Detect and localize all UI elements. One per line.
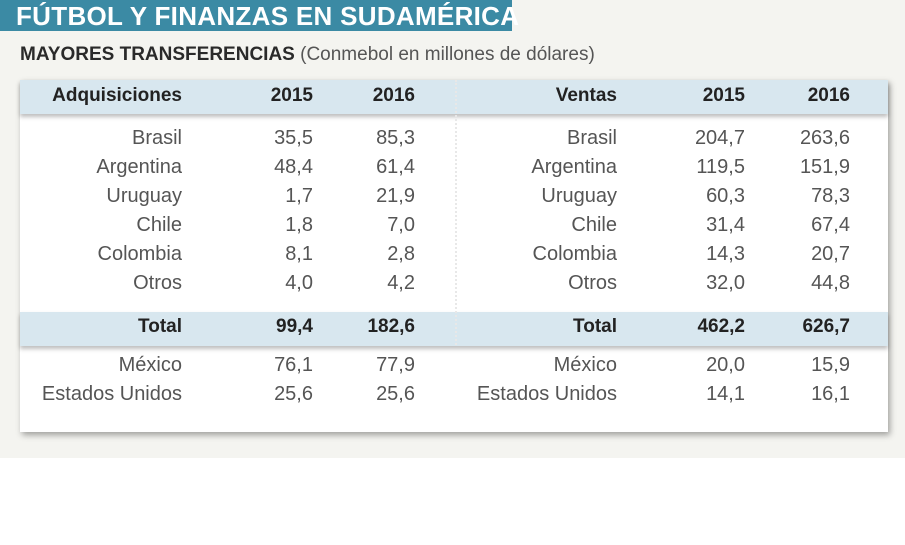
- adquisiciones-label: Estados Unidos: [41, 383, 182, 405]
- ventas-value-2016: 20,7: [811, 243, 850, 265]
- table-card: [20, 80, 888, 432]
- ventas-value-2015: 60,3: [706, 185, 745, 207]
- adquisiciones-value-2015: 35,5: [274, 127, 313, 149]
- adquisiciones-value-2016: 7,0: [387, 214, 415, 236]
- adquisiciones-value-2015: 2015: [270, 85, 313, 106]
- ventas-value-2016: 626,7: [802, 316, 850, 337]
- adquisiciones-value-2015: 1,8: [285, 214, 313, 236]
- ventas-label: Otros: [568, 272, 617, 294]
- adquisiciones-value-2016: 4,2: [387, 272, 415, 294]
- ventas-value-2015: 462,2: [697, 316, 745, 337]
- page-title: FÚTBOL Y FINANZAS EN SUDAMÉRICA: [16, 1, 520, 31]
- ventas-label: Brasil: [566, 127, 617, 149]
- adquisiciones-value-2016: 85,3: [376, 127, 415, 149]
- extra-row: Estados Unidos 25,6 25,6 Estados Unidos 14,1…: [0, 383, 905, 412]
- ventas-value-2015: 2015: [702, 85, 745, 106]
- total-band: [20, 312, 888, 346]
- adquisiciones-value-2015: 76,1: [274, 354, 313, 376]
- ventas-label: Total: [573, 316, 617, 337]
- ventas-value-2016: 44,8: [811, 272, 850, 294]
- extra-row: México 76,1 77,9 México 20,0 15,9: [0, 354, 905, 383]
- adquisiciones-label: Total: [138, 316, 182, 337]
- adquisiciones-label: México: [118, 354, 182, 376]
- adquisiciones-label: Brasil: [131, 127, 182, 149]
- ventas-label: Estados Unidos: [476, 383, 617, 405]
- ventas-value-2016: 78,3: [811, 185, 850, 207]
- adquisiciones-value-2015: 99,4: [276, 316, 313, 337]
- table-row: Otros 4,0 4,2 Otros 32,0 44,8: [0, 272, 905, 301]
- column-divider: [455, 80, 457, 345]
- ventas-label: Uruguay: [541, 185, 617, 207]
- table-row: Brasil 35,5 85,3 Brasil 204,7 263,6: [0, 127, 905, 156]
- adquisiciones-value-2016: 21,9: [376, 185, 415, 207]
- ventas-value-2015: 31,4: [706, 214, 745, 236]
- ventas-value-2016: 2016: [807, 85, 850, 106]
- adquisiciones-value-2015: 8,1: [285, 243, 313, 265]
- subtitle-note: (Conmebol en millones de dólares): [300, 44, 595, 65]
- subtitle-text: MAYORES TRANSFERENCIAS: [20, 44, 295, 65]
- adquisiciones-value-2016: 25,6: [376, 383, 415, 405]
- ventas-label: Chile: [571, 214, 617, 236]
- table-row: Uruguay 1,7 21,9 Uruguay 60,3 78,3: [0, 185, 905, 214]
- ventas-value-2015: 20,0: [706, 354, 745, 376]
- adquisiciones-value-2016: 77,9: [376, 354, 415, 376]
- ventas-value-2015: 119,5: [696, 156, 745, 178]
- header-band: [20, 80, 888, 114]
- adquisiciones-value-2015: 4,0: [285, 272, 313, 294]
- ventas-value-2015: 204,7: [694, 127, 745, 149]
- ventas-value-2016: 263,6: [799, 127, 850, 149]
- total-row: Total 99,4 182,6 Total 462,2 626,7: [0, 316, 905, 345]
- adquisiciones-value-2016: 182,6: [367, 316, 415, 337]
- ventas-value-2016: 151,9: [799, 156, 850, 178]
- adquisiciones-label: Otros: [133, 272, 182, 294]
- adquisiciones-value-2015: 25,6: [274, 383, 313, 405]
- table-subtitle: MAYORES TRANSFERENCIAS (Conmebol en mill…: [20, 44, 595, 66]
- adquisiciones-value-2015: 48,4: [274, 156, 313, 178]
- adquisiciones-value-2016: 2,8: [387, 243, 415, 265]
- table-row: Argentina 48,4 61,4 Argentina 119,5 151,9: [0, 156, 905, 185]
- title-bar: FÚTBOL Y FINANZAS EN SUDAMÉRICA: [0, 0, 519, 31]
- table-header-row: Adquisiciones 2015 2016 Ventas 2015 2016: [0, 85, 905, 114]
- adquisiciones-value-2016: 2016: [372, 85, 415, 106]
- table-row: Chile 1,8 7,0 Chile 31,4 67,4: [0, 214, 905, 243]
- adquisiciones-label: Argentina: [96, 156, 182, 178]
- table-row: Colombia 8,1 2,8 Colombia 14,3 20,7: [0, 243, 905, 272]
- adquisiciones-label: Adquisiciones: [52, 85, 182, 106]
- ventas-label: Ventas: [555, 85, 617, 106]
- adquisiciones-value-2016: 61,4: [376, 156, 415, 178]
- adquisiciones-label: Colombia: [97, 243, 182, 265]
- adquisiciones-label: Chile: [136, 214, 182, 236]
- ventas-value-2015: 14,3: [706, 243, 745, 265]
- ventas-label: México: [553, 354, 617, 376]
- ventas-value-2016: 15,9: [811, 354, 850, 376]
- ventas-value-2016: 67,4: [811, 214, 850, 236]
- adquisiciones-label: Uruguay: [106, 185, 182, 207]
- ventas-label: Argentina: [531, 156, 617, 178]
- ventas-label: Colombia: [532, 243, 617, 265]
- ventas-value-2015: 32,0: [706, 272, 745, 294]
- ventas-value-2016: 16,1: [811, 383, 850, 405]
- adquisiciones-value-2015: 1,7: [285, 185, 313, 207]
- ventas-value-2015: 14,1: [706, 383, 745, 405]
